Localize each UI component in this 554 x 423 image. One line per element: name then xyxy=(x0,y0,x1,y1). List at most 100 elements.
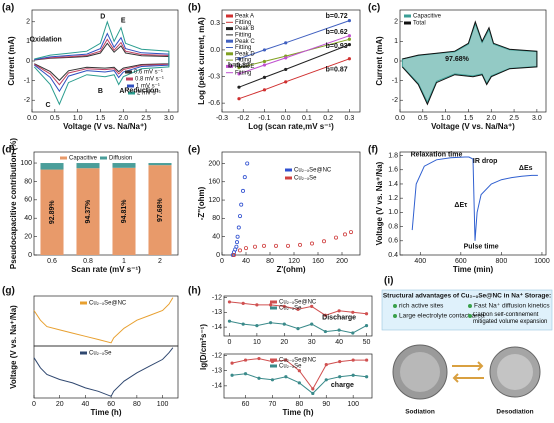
marker xyxy=(237,97,241,101)
x-tick-label: 0.3 xyxy=(345,115,355,122)
y-tick-label: 40 xyxy=(24,215,32,222)
legend-label: Total xyxy=(413,21,426,27)
legend-swatch xyxy=(404,14,411,18)
bar-segment xyxy=(76,163,100,169)
y-tick-label: 1.2 xyxy=(388,195,398,202)
marker xyxy=(237,72,241,76)
legend-label: Cu₂₋ₓSe@NC xyxy=(279,300,317,306)
y-tick-label: 100 xyxy=(20,160,32,167)
marker xyxy=(310,304,314,308)
x-tick-label: -0.2 xyxy=(237,115,249,122)
legend-swatch xyxy=(226,39,233,43)
marker xyxy=(257,376,261,380)
annotation: Discharge xyxy=(322,314,356,321)
y-tick-label: -1 xyxy=(392,77,398,84)
marker xyxy=(284,358,288,362)
marker xyxy=(252,244,257,249)
x-tick-label: 800 xyxy=(496,258,508,265)
chart: (f) 0.4 0.6 0.8 1.0 1.2 1.4 1.6 1.8 400 600 800 1000… xyxy=(368,145,550,274)
series-line xyxy=(238,20,350,60)
marker xyxy=(234,244,239,249)
legend-label: Cu₂₋ₓSe xyxy=(89,351,112,357)
legend-swatch xyxy=(270,300,277,304)
illustration-title: Structural advantages of Cu₂₋ₓSe@NC in N… xyxy=(383,293,551,300)
item: Carbon self-confinement mitigated volume… xyxy=(473,312,548,325)
arrow xyxy=(452,361,484,383)
annotation: b=0.87 xyxy=(326,66,348,73)
y-tick-label: 0 xyxy=(26,58,30,65)
y-tick-label: -0.6 xyxy=(208,100,220,107)
chart: 0 20 40 60 80 100 Time (h) Cu₂₋ₓSe xyxy=(32,345,179,417)
y-tick-label: -2 xyxy=(24,97,30,104)
marker xyxy=(230,361,234,365)
marker xyxy=(243,358,248,362)
x-tick-label: 0.0 xyxy=(395,115,405,122)
legend-swatch xyxy=(226,52,233,56)
plot-frame xyxy=(221,151,361,256)
x-tick-label: 50 xyxy=(363,339,371,346)
annotation: ΔEs xyxy=(519,165,533,172)
x-axis-label: Z'(ohm) xyxy=(276,265,305,274)
marker xyxy=(262,59,267,64)
y-tick-label: 2 xyxy=(394,19,398,26)
plot-frame xyxy=(223,353,373,399)
x-tick-label: 100 xyxy=(157,401,169,408)
marker xyxy=(243,246,248,251)
y-tick-label: 1.6 xyxy=(388,167,398,174)
y-tick-label: 2 xyxy=(26,19,30,26)
marker xyxy=(282,304,286,308)
y-tick-label: -13 xyxy=(212,309,222,316)
legend-swatch xyxy=(270,364,277,368)
legend-label: 0.6 mV s⁻¹ xyxy=(134,70,163,76)
value-label: 94.81% xyxy=(121,199,128,224)
x-tick-label: 0.5 xyxy=(50,115,60,122)
legend-swatch xyxy=(80,301,87,305)
marker xyxy=(296,326,300,331)
x-axis-label: Voltage (V vs. Na/Na⁺) xyxy=(431,122,515,131)
y-tick-label: 160 xyxy=(208,179,220,186)
y-tick-label: 0.6 xyxy=(388,238,398,245)
y-tick-label: 120 xyxy=(208,197,220,204)
illustration: (i) Structural advantages of Cu₂₋ₓSe@NC … xyxy=(381,276,553,416)
bullet xyxy=(468,304,472,308)
series-line xyxy=(401,20,538,106)
marker xyxy=(347,19,351,23)
annotation: Relaxation time xyxy=(411,152,463,159)
marker xyxy=(262,88,267,92)
legend-label: Fitting xyxy=(235,70,251,76)
x-tick-label: 1.0 xyxy=(441,115,451,122)
marker xyxy=(243,372,248,376)
chart: -12 -13 -14 60 70 80 90 100 Time (h) Cu₂₋ₓSe@NCCu… xyxy=(212,352,373,417)
panel-label: (a) xyxy=(2,3,14,14)
legend-swatch xyxy=(270,358,277,362)
y-tick-label: 1 xyxy=(26,38,30,45)
x-tick-label: 80 xyxy=(266,258,274,265)
panel-label: (f) xyxy=(368,145,378,156)
marker xyxy=(239,202,244,207)
y-axis-label: Log (peak current, mA) xyxy=(197,17,206,105)
x-tick-label: 0.2 xyxy=(323,115,333,122)
x-tick-label: 20 xyxy=(56,401,64,408)
marker xyxy=(245,161,250,166)
marker xyxy=(338,359,342,364)
legend-label: Fitting xyxy=(235,20,251,26)
annotation: charge xyxy=(331,382,354,389)
y-tick-label: 80 xyxy=(24,178,32,185)
x-tick-label: 160 xyxy=(312,258,324,265)
chart: (h) -12 -13 -14 0 10 20 30 40 50 lg(D/cm²s⁻¹) Cu₂₋ₓ… xyxy=(188,286,373,370)
panel-label: (h) xyxy=(188,286,201,297)
marker xyxy=(347,42,351,47)
x-tick-label: 80 xyxy=(133,401,141,408)
y-tick-label: 20 xyxy=(24,233,32,240)
series-line xyxy=(238,38,350,69)
x-tick-label: 100 xyxy=(347,401,359,408)
x-axis-label: Time (min) xyxy=(453,265,494,274)
marker xyxy=(268,321,273,325)
legend-swatch xyxy=(285,176,292,180)
x-tick-label: 600 xyxy=(455,258,467,265)
legend-label: Diffusion xyxy=(109,156,132,162)
marker xyxy=(297,381,301,385)
y-tick-label: 0.0 xyxy=(210,47,220,54)
annotation: Reduction xyxy=(124,87,158,94)
series-line xyxy=(33,20,170,106)
